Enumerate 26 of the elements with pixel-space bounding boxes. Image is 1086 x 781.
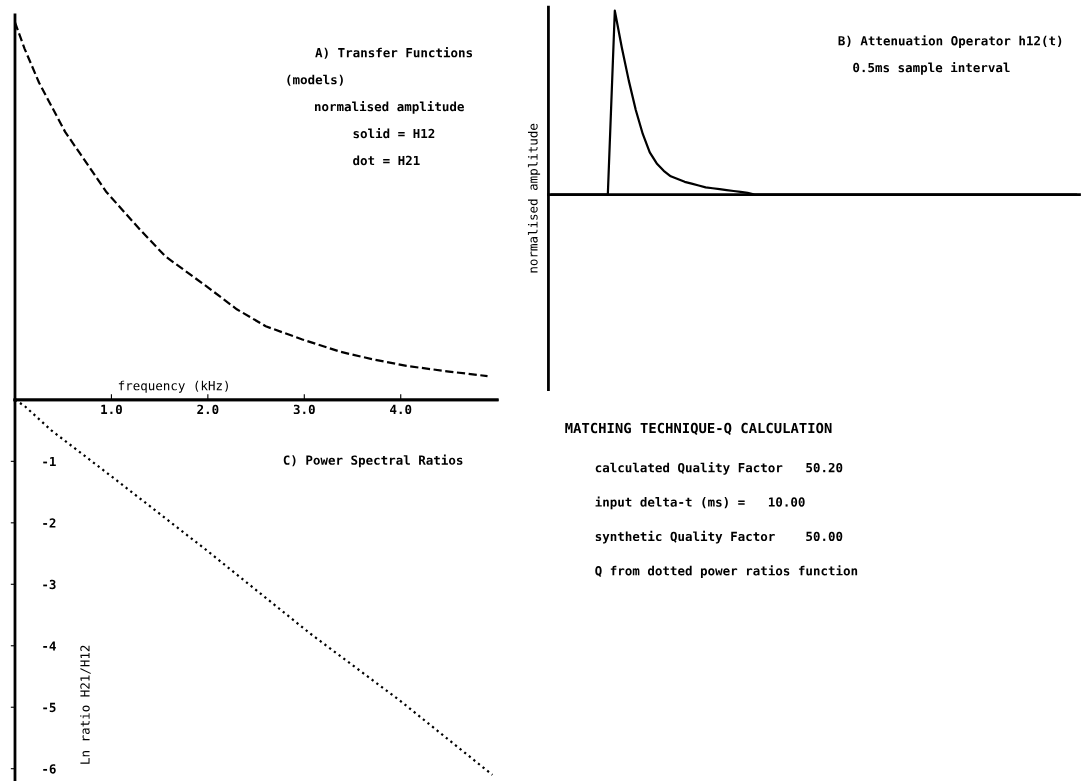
annotation: solid = H12 (353, 127, 435, 139)
x-tick-label: 1.0 (101, 404, 122, 415)
y-tick-label: -4 (43, 641, 56, 651)
x-tick-label: 3.0 (293, 404, 315, 415)
text: Q from dotted power ratios function (595, 565, 858, 578)
text: C) Power Spectral Ratios (283, 454, 463, 468)
text: input delta-t (ms) = 10.00 (595, 496, 805, 510)
annotation: dot = H21 (353, 155, 420, 166)
y-tick-label: -2 (43, 518, 56, 528)
y-axis-title: normalised amplitude (527, 123, 541, 273)
text: 0.5ms sample interval (853, 61, 1010, 75)
text: MATCHING TECHNIQUE-Q CALCULATION (565, 422, 832, 435)
text: B) Attenuation Operator h12(t) (838, 35, 1062, 48)
y-tick-label: -5 (43, 702, 56, 713)
y-tick-label: -1 (43, 456, 56, 467)
annotation: normalised amplitude (314, 100, 464, 114)
text: (models) (287, 74, 343, 86)
x-axis-title: frequency (kHz) (118, 380, 228, 393)
y-tick-label: -6 (43, 764, 56, 774)
text: synthetic Quality Factor 50.00 (595, 530, 843, 544)
y-axis-title: Ln ratio H21/H12 (80, 645, 91, 764)
x-tick-label: 4.0 (390, 404, 412, 415)
text: A) Transfer Functions (315, 47, 473, 59)
x-tick-label: 2.0 (197, 404, 219, 415)
text: calculated Quality Factor 50.20 (595, 462, 843, 475)
y-tick-label: -3 (43, 579, 56, 590)
